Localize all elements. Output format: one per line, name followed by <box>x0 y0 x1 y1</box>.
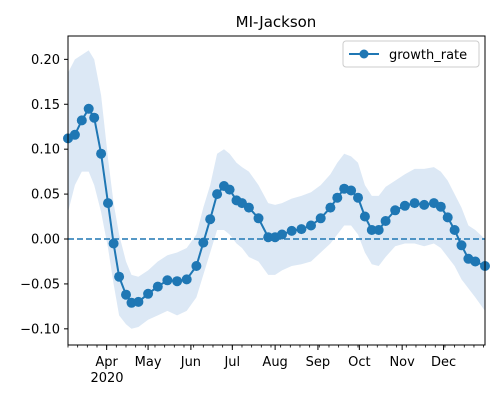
data-point <box>390 205 401 216</box>
data-point <box>315 213 326 224</box>
x-axis: Apr May Jun Jul Aug Sep Oct Nov Dec <box>67 345 485 370</box>
data-point <box>332 192 343 203</box>
data-point <box>83 103 94 114</box>
legend-box <box>342 40 480 68</box>
y-tick-label: 0.00 <box>31 233 60 248</box>
data-point <box>205 214 216 225</box>
data-point <box>191 261 202 271</box>
data-point <box>96 148 107 159</box>
series-layer <box>63 103 490 308</box>
data-point <box>296 224 307 235</box>
data-point <box>470 256 481 267</box>
y-tick-label: −0.05 <box>20 277 60 292</box>
data-point <box>224 184 235 195</box>
data-point <box>399 200 410 211</box>
data-point <box>172 276 183 287</box>
x-tick-label: Aug <box>262 355 287 370</box>
data-point <box>449 225 460 235</box>
data-point <box>103 198 113 209</box>
confidence-band <box>68 50 485 329</box>
data-point <box>346 185 357 196</box>
y-tick-label: 0.20 <box>31 53 60 68</box>
legend[interactable]: growth_rate <box>342 40 480 68</box>
data-point <box>152 281 163 292</box>
data-point <box>353 192 363 203</box>
data-point <box>143 288 154 299</box>
chart-title: MI-Jackson <box>236 13 317 31</box>
data-point <box>380 216 391 226</box>
data-point <box>373 225 384 235</box>
data-point <box>456 240 467 251</box>
data-point <box>212 189 223 200</box>
data-point <box>359 211 370 222</box>
x-tick-label: Nov <box>389 355 415 370</box>
x-tick-label: Jun <box>180 355 201 370</box>
plot-frame <box>67 35 486 346</box>
data-point <box>76 115 87 126</box>
data-point <box>442 212 453 223</box>
data-point <box>69 129 80 140</box>
data-point <box>121 289 131 300</box>
data-point <box>419 199 430 210</box>
x-tick-label: Sep <box>306 355 331 370</box>
data-point <box>286 225 297 236</box>
x-tick-label: Dec <box>431 355 456 370</box>
legend-marker-swatch <box>359 49 369 59</box>
data-point <box>435 201 446 212</box>
y-tick-label: −0.10 <box>20 322 60 337</box>
y-tick-label: 0.15 <box>31 98 60 113</box>
confidence-band-layer <box>68 50 485 329</box>
data-point <box>366 225 377 235</box>
data-point <box>409 198 420 209</box>
data-point <box>181 274 192 285</box>
x-tick-label: Oct <box>348 355 370 370</box>
y-tick-label: 0.05 <box>31 188 60 203</box>
data-point <box>253 213 264 224</box>
x-year-label: 2020 <box>90 371 123 386</box>
data-point <box>114 271 125 282</box>
y-tick-label: 0.10 <box>31 143 60 158</box>
data-point <box>89 112 100 123</box>
data-point <box>243 202 254 213</box>
x-tick-label: Jul <box>223 355 240 370</box>
x-tick-label: Apr <box>95 355 118 370</box>
legend-label-growth-rate: growth_rate <box>389 48 467 63</box>
data-point <box>325 202 336 213</box>
data-point <box>162 275 173 286</box>
data-point <box>198 237 209 248</box>
data-point <box>108 238 119 249</box>
data-point <box>263 232 274 243</box>
data-point <box>133 296 144 307</box>
data-point <box>277 229 287 240</box>
y-axis: −0.10 −0.05 0.00 0.05 0.10 0.15 0.20 <box>20 53 68 337</box>
x-tick-label: May <box>135 355 162 370</box>
data-point <box>306 220 316 231</box>
